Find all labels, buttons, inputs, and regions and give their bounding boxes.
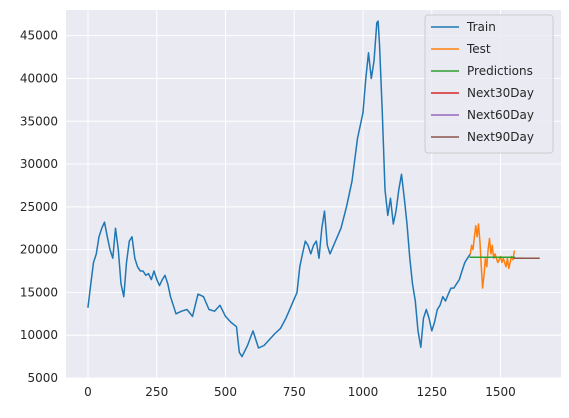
x-tick-label: 1500 bbox=[485, 385, 516, 399]
y-tick-label: 35000 bbox=[20, 114, 58, 128]
legend-label: Next90Day bbox=[467, 130, 534, 144]
y-tick-label: 25000 bbox=[20, 200, 58, 214]
y-tick-label: 40000 bbox=[20, 71, 58, 85]
x-tick-labels: 0 250 500 750 1000 1250 1500 bbox=[84, 385, 516, 399]
y-tick-label: 20000 bbox=[20, 243, 58, 257]
y-tick-label: 45000 bbox=[20, 29, 58, 43]
y-tick-label: 30000 bbox=[20, 157, 58, 171]
legend-label: Next60Day bbox=[467, 108, 534, 122]
x-tick-label: 0 bbox=[84, 385, 92, 399]
grid-lines bbox=[66, 10, 561, 379]
legend: Train Test Predictions Next30Day Next60Day Ne… bbox=[424, 14, 554, 154]
x-tick-label: 500 bbox=[214, 385, 237, 399]
legend-label: Test bbox=[466, 42, 491, 56]
x-tick-label: 1000 bbox=[348, 385, 379, 399]
x-tick-label: 1250 bbox=[416, 385, 447, 399]
series-line-train bbox=[87, 20, 472, 358]
legend-label: Next30Day bbox=[467, 86, 534, 100]
legend-label: Predictions bbox=[467, 64, 533, 78]
series-line-test bbox=[469, 223, 516, 289]
x-tick-label: 750 bbox=[283, 385, 306, 399]
y-tick-label: 15000 bbox=[20, 285, 58, 299]
legend-label: Train bbox=[466, 20, 496, 34]
y-tick-label: 10000 bbox=[20, 328, 58, 342]
y-tick-labels: 5000 10000 15000 20000 25000 30000 35000 40000 4… bbox=[20, 29, 58, 385]
x-tick-label: 250 bbox=[145, 385, 168, 399]
series-layer bbox=[87, 20, 540, 358]
y-tick-label: 5000 bbox=[27, 371, 58, 385]
